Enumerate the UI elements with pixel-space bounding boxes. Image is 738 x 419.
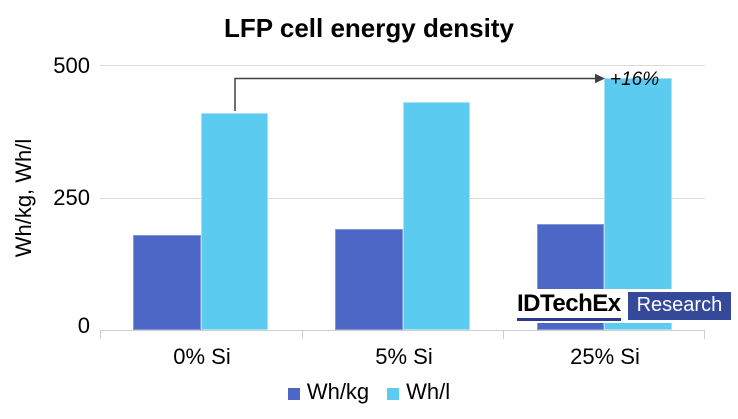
bar-whkg-0si: [133, 234, 201, 330]
legend-label-whl: Wh/l: [406, 379, 451, 404]
bars-layer: [100, 65, 705, 330]
legend-swatch-whl: [387, 387, 400, 400]
plot-area: [100, 65, 705, 339]
bar-whl-5si: [402, 102, 470, 330]
x-axis-tick: [503, 330, 505, 339]
gridline-500: [100, 65, 705, 66]
logo-research-badge: Research: [627, 292, 732, 320]
legend-item-whkg: Wh/kg: [287, 379, 370, 405]
y-tick-0: 0: [77, 313, 90, 338]
legend-swatch-whkg: [287, 387, 300, 400]
y-tick-500: 500: [53, 53, 90, 78]
bar-whl-0si: [200, 112, 269, 330]
logo-brand-text: IDTechEx: [517, 291, 621, 321]
idtechex-logo: IDTechEx Research: [508, 289, 732, 323]
x-category-label: 0% Si: [173, 344, 231, 369]
legend: Wh/kg Wh/l: [0, 379, 738, 405]
bar-whl-25si: [604, 78, 672, 330]
chart-title: LFP cell energy density: [224, 13, 514, 43]
x-axis-tick: [301, 330, 303, 339]
x-axis-line: [100, 330, 705, 331]
legend-item-whl: Wh/l: [387, 379, 450, 405]
x-axis-tick: [100, 330, 101, 339]
y-tick-250: 250: [53, 185, 90, 210]
x-category-label: 5% Si: [375, 344, 433, 369]
annotation-label: +16%: [610, 69, 660, 90]
legend-label-whkg: Wh/kg: [306, 379, 370, 404]
x-category-label: 25% Si: [570, 344, 640, 369]
x-axis-tick: [704, 330, 705, 339]
bar-whkg-5si: [335, 229, 403, 330]
